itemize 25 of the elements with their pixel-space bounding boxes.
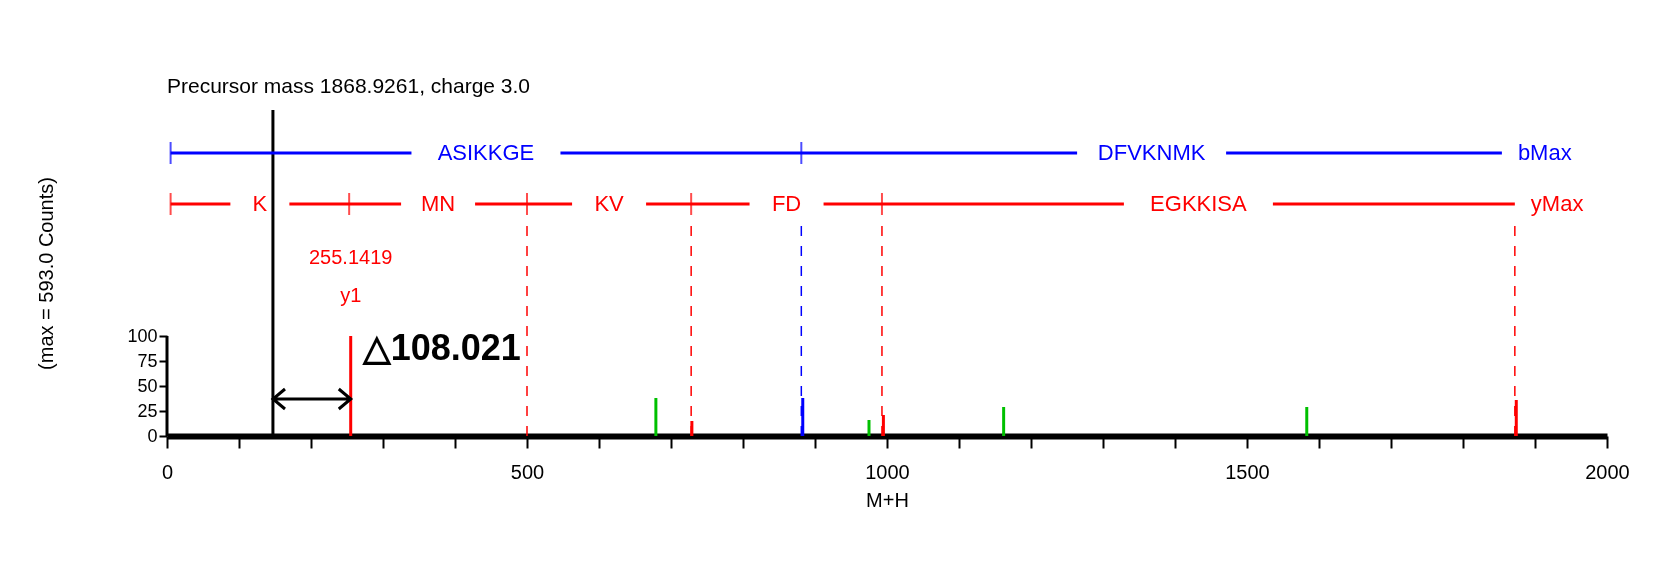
x-axis-title: M+H [866, 488, 909, 511]
annotation: bMax [1517, 140, 1572, 165]
annotation: EGKKISA [1150, 191, 1248, 216]
annotation: DFVKNMK [1097, 140, 1206, 165]
x-tick-label: 500 [510, 460, 545, 483]
annotation: ASIKKGE [437, 140, 535, 165]
y-tick-label: 50 [137, 375, 158, 396]
x-tick-label: 1000 [865, 460, 910, 483]
x-tick-label: 2000 [1585, 460, 1630, 483]
y-tick-label: 100 [127, 325, 158, 346]
x-tick-label: 1500 [1225, 460, 1270, 483]
x-tick-label: 0 [161, 460, 174, 483]
annotation: 255.1419 [308, 246, 393, 268]
annotation: KV [594, 191, 625, 216]
chart-title: Precursor mass 1868.9261, charge 3.0 [167, 73, 531, 97]
y-axis-title: (max = 593.0 Counts) [35, 177, 58, 370]
y-tick-label: 0 [147, 425, 158, 446]
annotation: y1 [340, 284, 362, 306]
y-tick-label: 25 [137, 400, 158, 421]
annotation: FD [771, 191, 802, 216]
annotation: K [252, 191, 268, 216]
annotation: yMax [1530, 191, 1584, 216]
annotation: MN [420, 191, 456, 216]
annotation: △108.021 [361, 327, 521, 368]
y-tick-label: 75 [137, 350, 158, 371]
